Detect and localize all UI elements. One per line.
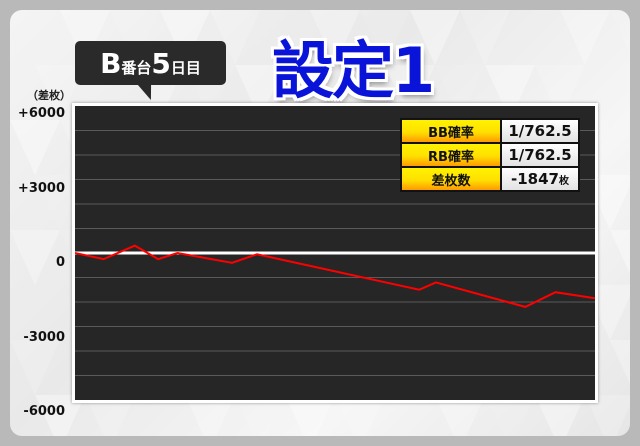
bg-triangle xyxy=(610,230,630,274)
data-point xyxy=(554,291,556,293)
bg-triangle xyxy=(210,10,260,65)
bg-triangle xyxy=(10,230,60,285)
bg-triangle xyxy=(610,340,630,384)
bg-triangle xyxy=(560,10,610,65)
bg-triangle xyxy=(235,395,285,436)
stat-label: RB確率 xyxy=(400,142,502,168)
bg-triangle xyxy=(335,395,385,436)
y-tick-label: -3000 xyxy=(23,329,65,345)
stat-value: 1/762.5 xyxy=(500,142,580,168)
day-number: 5 xyxy=(151,47,171,80)
stat-value-text: 1/762.5 xyxy=(508,146,572,164)
stat-label: 差枚数 xyxy=(400,166,502,192)
bg-triangle xyxy=(385,65,435,120)
y-axis-label: （差枚） xyxy=(27,89,71,102)
bg-triangle xyxy=(535,65,585,120)
y-tick-label: +6000 xyxy=(17,106,65,121)
bg-triangle xyxy=(110,10,160,65)
bg-triangle xyxy=(610,10,630,54)
data-point xyxy=(134,245,136,247)
bg-triangle xyxy=(535,395,585,436)
bg-triangle xyxy=(285,65,335,120)
bg-triangle xyxy=(185,395,235,436)
bg-triangle xyxy=(85,395,135,436)
unit-word: 番台 xyxy=(121,59,152,77)
bg-triangle xyxy=(410,10,460,65)
setting-title: 設定1 xyxy=(272,34,435,107)
stat-row-diff: 差枚数 -1847枚 xyxy=(400,166,580,192)
bg-triangle xyxy=(285,395,335,436)
data-point xyxy=(157,258,159,260)
stat-value-text: 1/762.5 xyxy=(508,122,572,140)
data-point xyxy=(74,252,76,254)
data-point xyxy=(524,306,526,308)
bg-triangle xyxy=(510,10,560,65)
stat-unit: 枚 xyxy=(558,176,569,187)
bg-triangle xyxy=(35,395,85,436)
bg-triangle xyxy=(485,65,535,120)
line-chart xyxy=(74,130,596,376)
data-point xyxy=(231,262,233,264)
series-line xyxy=(74,244,596,308)
stat-value-text: -1847 xyxy=(511,170,559,188)
data-point xyxy=(176,252,178,254)
bg-triangle xyxy=(360,10,410,65)
data-point xyxy=(418,289,420,291)
data-point xyxy=(103,258,105,260)
bg-triangle xyxy=(610,120,630,175)
day-word: 日目 xyxy=(170,59,201,77)
bg-triangle xyxy=(435,395,485,436)
bg-triangle xyxy=(10,120,60,175)
y-tick-label: +3000 xyxy=(17,180,65,196)
machine-label-bubble: B 番台 5 日目 xyxy=(75,41,226,85)
bg-triangle xyxy=(160,10,210,65)
bg-triangle xyxy=(585,395,630,436)
bg-triangle xyxy=(435,65,485,120)
y-tick-label: -6000 xyxy=(23,404,65,419)
stat-value: 1/762.5 xyxy=(500,118,580,144)
stats-table: BB確率 1/762.5 RB確率 1/762.5 差枚数 -1847枚 xyxy=(400,118,580,192)
y-tick-label: 0 xyxy=(55,255,65,270)
bg-triangle xyxy=(10,10,60,65)
bg-triangle xyxy=(10,340,60,395)
unit-prefix: B xyxy=(100,47,122,80)
plot-area xyxy=(72,103,598,403)
data-point xyxy=(435,281,437,283)
stat-value: -1847枚 xyxy=(500,166,580,192)
bg-triangle xyxy=(310,10,360,65)
bg-triangle xyxy=(235,65,285,120)
bg-triangle xyxy=(60,10,110,65)
bg-triangle xyxy=(35,65,85,120)
bg-triangle xyxy=(460,10,510,65)
stat-label: BB確率 xyxy=(400,118,502,144)
bg-triangle xyxy=(485,395,535,436)
stat-row-rb: RB確率 1/762.5 xyxy=(400,142,580,168)
stat-row-bb: BB確率 1/762.5 xyxy=(400,118,580,144)
data-point xyxy=(256,253,258,255)
